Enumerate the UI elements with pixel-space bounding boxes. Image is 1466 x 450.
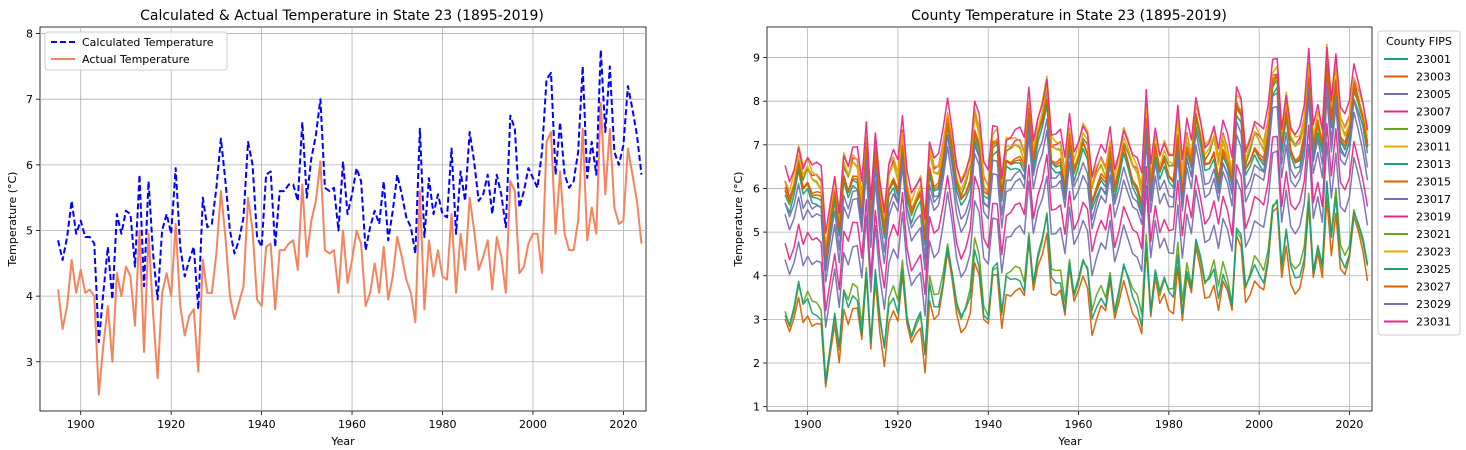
right-legend: County FIPS 2300123003230052300723009230… xyxy=(1377,30,1461,336)
left-chart: Calculated & Actual Temperature in State… xyxy=(6,8,647,448)
y-tick-label: 7 xyxy=(753,139,760,152)
x-tick-label: 1980 xyxy=(428,418,456,431)
y-tick-label: 5 xyxy=(753,226,760,239)
x-tick-label: 2000 xyxy=(1245,418,1273,431)
y-tick-label: 5 xyxy=(26,224,33,237)
x-tick-label: 1960 xyxy=(1065,418,1093,431)
y-tick-label: 4 xyxy=(26,290,33,303)
y-tick-label: 6 xyxy=(26,159,33,172)
right-series-group xyxy=(784,43,1369,388)
y-tick-label: 9 xyxy=(753,52,760,65)
legend-label-23009: 23009 xyxy=(1416,123,1451,136)
calculated-temperature-line xyxy=(57,48,643,344)
county-line-23031 xyxy=(784,46,1369,234)
county-line-23005 xyxy=(784,96,1369,283)
legend-label-23015: 23015 xyxy=(1416,176,1451,189)
legend-label-23021: 23021 xyxy=(1416,228,1451,241)
left-series-group xyxy=(57,48,643,396)
x-tick-label: 1920 xyxy=(157,418,185,431)
x-tick-label: 1940 xyxy=(974,418,1002,431)
y-tick-label: 3 xyxy=(26,356,33,369)
right-legend-items: 23001 23003 23005 23007 23009 23011 23013 23015… xyxy=(1384,53,1451,329)
legend-label-calculated: Calculated Temperature xyxy=(82,36,214,49)
x-tick-label: 1900 xyxy=(67,418,95,431)
actual-temperature-line xyxy=(57,101,643,396)
right-x-ticks: 1900 1920 1940 1960 1980 2000 2020 xyxy=(794,411,1363,431)
right-legend-title: County FIPS xyxy=(1386,35,1452,48)
x-tick-label: 1920 xyxy=(884,418,912,431)
legend-label-23003: 23003 xyxy=(1416,71,1451,84)
y-tick-label: 1 xyxy=(753,401,760,414)
x-tick-label: 1900 xyxy=(794,418,822,431)
left-legend: Calculated Temperature Actual Temperatur… xyxy=(44,31,228,71)
y-tick-label: 8 xyxy=(26,28,33,41)
legend-label-23023: 23023 xyxy=(1416,246,1451,259)
legend-label-23017: 23017 xyxy=(1416,193,1451,206)
x-tick-label: 2020 xyxy=(1335,418,1363,431)
legend-label-23011: 23011 xyxy=(1416,141,1451,154)
left-legend-box xyxy=(44,31,228,71)
left-chart-title: Calculated & Actual Temperature in State… xyxy=(140,8,544,24)
y-tick-label: 4 xyxy=(753,270,760,283)
x-tick-label: 2020 xyxy=(609,418,637,431)
y-tick-label: 6 xyxy=(753,182,760,195)
left-y-ticks: 3 4 5 6 7 8 xyxy=(26,28,40,369)
y-tick-label: 2 xyxy=(753,357,760,370)
left-y-axis-label: Temperature (°C) xyxy=(6,172,19,268)
legend-label-23013: 23013 xyxy=(1416,158,1451,171)
right-x-axis-label: Year xyxy=(1057,435,1082,448)
legend-label-23031: 23031 xyxy=(1416,316,1451,329)
x-tick-label: 2000 xyxy=(519,418,547,431)
right-legend-box xyxy=(1377,30,1461,336)
legend-label-23005: 23005 xyxy=(1416,88,1451,101)
y-tick-label: 7 xyxy=(26,93,33,106)
county-line-23017 xyxy=(784,141,1369,329)
x-tick-label: 1960 xyxy=(338,418,366,431)
y-tick-label: 3 xyxy=(753,313,760,326)
county-line-23025 xyxy=(784,180,1369,384)
right-chart-title: County Temperature in State 23 (1895-201… xyxy=(911,8,1227,24)
county-line-23019 xyxy=(784,122,1369,312)
left-x-ticks: 1900 1920 1940 1960 1980 2000 2020 xyxy=(67,411,637,431)
right-y-ticks: 1 2 3 4 5 6 7 8 9 xyxy=(753,52,767,414)
legend-label-23029: 23029 xyxy=(1416,298,1451,311)
county-line-23029 xyxy=(784,83,1369,272)
legend-label-actual: Actual Temperature xyxy=(82,53,190,66)
legend-label-23027: 23027 xyxy=(1416,281,1451,294)
legend-label-23019: 23019 xyxy=(1416,211,1451,224)
right-chart: County Temperature in State 23 (1895-201… xyxy=(732,8,1461,448)
x-tick-label: 1940 xyxy=(248,418,276,431)
legend-label-23025: 23025 xyxy=(1416,263,1451,276)
legend-label-23001: 23001 xyxy=(1416,53,1451,66)
legend-label-23007: 23007 xyxy=(1416,106,1451,119)
x-tick-label: 1980 xyxy=(1155,418,1183,431)
right-y-axis-label: Temperature (°C) xyxy=(732,172,745,268)
county-line-23027 xyxy=(784,63,1369,259)
y-tick-label: 8 xyxy=(753,95,760,108)
left-x-axis-label: Year xyxy=(330,435,355,448)
